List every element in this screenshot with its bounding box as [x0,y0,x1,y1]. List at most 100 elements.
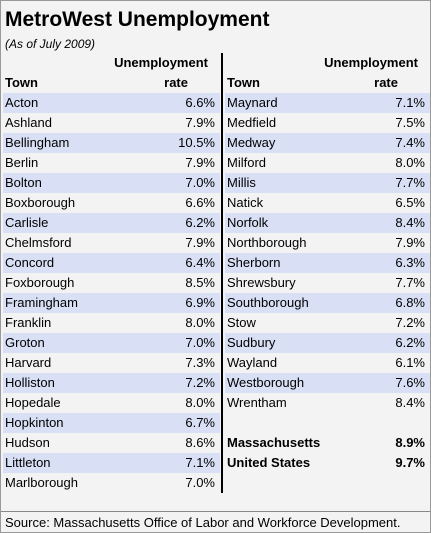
header-rate: rate [374,75,398,90]
town: Acton [5,95,39,110]
rate: 6.6% [185,95,215,110]
town: Concord [5,255,55,270]
town: Northborough [227,235,307,250]
town: Berlin [5,155,39,170]
rate: 7.0% [185,335,215,350]
rate: 8.4% [395,215,425,230]
row-stripe [3,453,220,473]
town: Hopkinton [5,415,64,430]
rate: 8.0% [185,315,215,330]
town: Littleton [5,455,51,470]
row-stripe [225,173,430,193]
town: Harvard [5,355,52,370]
town: Framingham [5,295,78,310]
rate: 8.0% [395,155,425,170]
header-rate: rate [164,75,188,90]
row-stripe [225,253,430,273]
rate: 9.7% [395,455,425,470]
rate: 7.9% [185,235,215,250]
row-stripe [3,93,220,113]
town: Westborough [227,375,305,390]
rate: 7.7% [395,275,425,290]
header-town: Town [5,75,38,90]
rate: 7.9% [185,115,215,130]
rate: 7.2% [185,375,215,390]
rate: 6.3% [395,255,425,270]
subtitle: (As of July 2009) [5,37,96,51]
rate: 7.6% [395,375,425,390]
footer-rule [1,511,430,512]
rate: 6.2% [185,215,215,230]
rate: 6.8% [395,295,425,310]
town: Hopedale [5,395,61,410]
rate: 7.0% [185,475,215,490]
source: Source: Massachusetts Office of Labor an… [5,515,401,530]
town: Stow [227,315,256,330]
town: Medfield [227,115,277,130]
title: MetroWest Unemployment [5,8,270,31]
row-stripe [225,133,430,153]
row-stripe [3,293,220,313]
header-rate: Unemployment [114,55,208,70]
rate: 7.1% [395,95,425,110]
town: Carlisle [5,215,49,230]
rate: 7.0% [185,175,215,190]
town: Franklin [5,315,52,330]
rate: 8.0% [185,395,215,410]
town: Millis [227,175,256,190]
town: Foxborough [5,275,75,290]
rate: 8.6% [185,435,215,450]
town: Bolton [5,175,42,190]
row-stripe [3,333,220,353]
row-stripe [225,373,430,393]
town: Hudson [5,435,50,450]
town: Marlborough [5,475,78,490]
rate: 7.1% [185,455,215,470]
column-divider [221,53,223,493]
town: Wrentham [227,395,287,410]
rate: 10.5% [178,135,215,150]
rate: 8.9% [395,435,425,450]
town: Wayland [227,355,278,370]
row-stripe [225,93,430,113]
row-stripe [3,253,220,273]
header-rate: Unemployment [324,55,418,70]
rate: 7.2% [395,315,425,330]
town: Sudbury [227,335,276,350]
row-stripe [225,293,430,313]
town: Massachusetts [227,435,321,450]
row-stripe [225,333,430,353]
town: Sherborn [227,255,281,270]
town: Boxborough [5,195,76,210]
town: Groton [5,335,45,350]
rate: 6.6% [185,195,215,210]
rate: 6.7% [185,415,215,430]
town: Natick [227,195,264,210]
rate: 6.5% [395,195,425,210]
rate: 8.5% [185,275,215,290]
row-stripe [3,133,220,153]
row-stripe [3,213,220,233]
rate: 6.4% [185,255,215,270]
town: Chelmsford [5,235,72,250]
rate: 6.2% [395,335,425,350]
town: Bellingham [5,135,70,150]
rate: 6.1% [395,355,425,370]
header-town: Town [227,75,260,90]
town: Ashland [5,115,52,130]
rate: 8.4% [395,395,425,410]
town: Milford [227,155,267,170]
rate: 6.9% [185,295,215,310]
rate: 7.5% [395,115,425,130]
rate: 7.4% [395,135,425,150]
rate: 7.7% [395,175,425,190]
rate: 7.9% [185,155,215,170]
town: Holliston [5,375,55,390]
row-stripe [3,373,220,393]
rate: 7.3% [185,355,215,370]
rate: 7.9% [395,235,425,250]
town: Southborough [227,295,309,310]
town: United States [227,455,311,470]
row-stripe [3,173,220,193]
